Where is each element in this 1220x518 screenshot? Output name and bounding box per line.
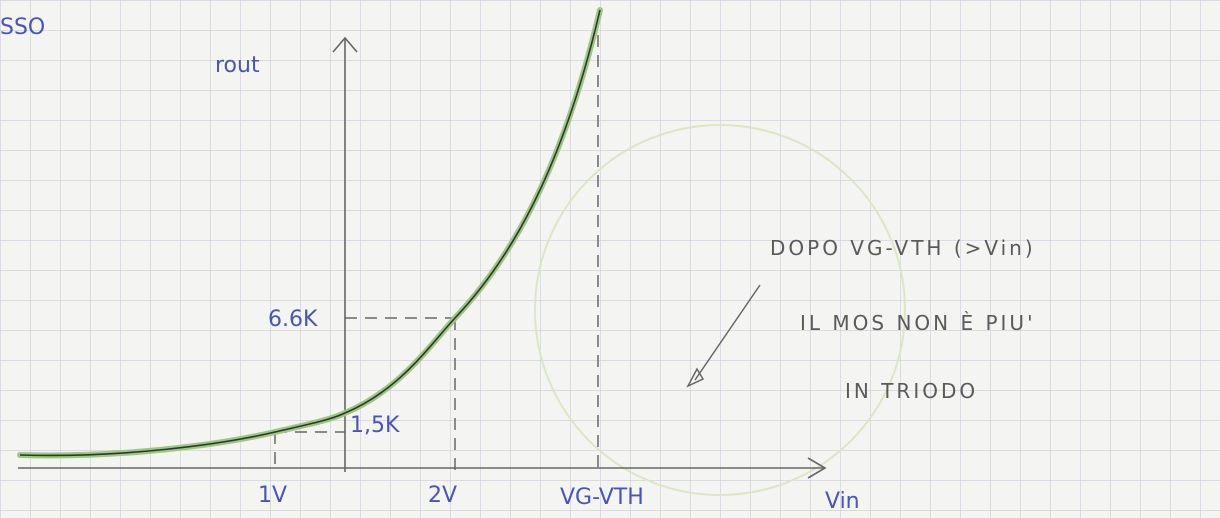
x-mark: 2V	[428, 483, 457, 508]
x-mark: 1V	[258, 483, 287, 508]
note-line: IL MOS NON È PIU'	[800, 311, 1036, 335]
note-line: IN TRIODO	[845, 379, 978, 403]
page: SSO rout Vin 6.6K 1,5K 1V 2V VG-VTH DOPO…	[0, 0, 1220, 518]
x-label: Vin	[825, 489, 860, 514]
sketch: SSO rout Vin 6.6K 1,5K 1V 2V VG-VTH DOPO…	[0, 0, 1220, 518]
x-mark: VG-VTH	[560, 485, 644, 510]
note-line: DOPO VG-VTH (>Vin)	[770, 236, 1036, 260]
y-mark: 6.6K	[268, 307, 318, 332]
grid-paper	[0, 0, 1220, 518]
y-label: rout	[215, 53, 260, 78]
corner-text: SSO	[0, 15, 45, 40]
y-mark: 1,5K	[350, 413, 400, 438]
